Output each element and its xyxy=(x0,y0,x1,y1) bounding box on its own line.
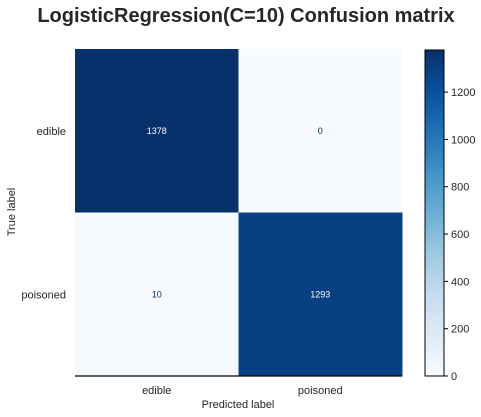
colorbar-tick-label: 400 xyxy=(451,276,469,288)
heatmap-cell xyxy=(238,49,403,213)
cell-value-label: 1293 xyxy=(310,289,330,299)
colorbar xyxy=(424,49,445,377)
x-tick-label: poisoned xyxy=(298,385,343,397)
x-tick-label: edible xyxy=(142,385,171,397)
cell-value-label: 1378 xyxy=(147,126,167,136)
colorbar-tick-label: 200 xyxy=(451,324,469,336)
colorbar-tick-label: 800 xyxy=(451,182,469,194)
x-tick-labels: edible poisoned xyxy=(142,385,343,397)
x-axis-label: Predicted label xyxy=(202,399,275,411)
y-tick-label: poisoned xyxy=(21,289,66,301)
y-axis-label: True label xyxy=(6,188,18,237)
colorbar-tick-label: 1200 xyxy=(451,87,475,99)
colorbar-tick-label: 600 xyxy=(451,229,469,241)
heatmap-cell xyxy=(238,212,403,377)
y-tick-label: edible xyxy=(37,126,66,138)
y-tick-labels: edible poisoned xyxy=(21,126,66,302)
cell-value-label: 0 xyxy=(318,126,323,136)
heatmap-cells xyxy=(75,49,403,377)
heatmap-cell xyxy=(75,49,239,213)
cell-value-label: 10 xyxy=(152,289,162,299)
heatmap-cell-labels: 1378 0 10 1293 xyxy=(147,126,331,300)
chart-title: LogisticRegression(C=10) Confusion matri… xyxy=(37,5,454,27)
colorbar-tick-label: 1000 xyxy=(451,134,475,146)
colorbar-ticks: 0 200 400 600 800 1000 1200 xyxy=(444,87,475,383)
heatmap-cell xyxy=(75,212,239,377)
colorbar-tick-label: 0 xyxy=(451,371,457,383)
